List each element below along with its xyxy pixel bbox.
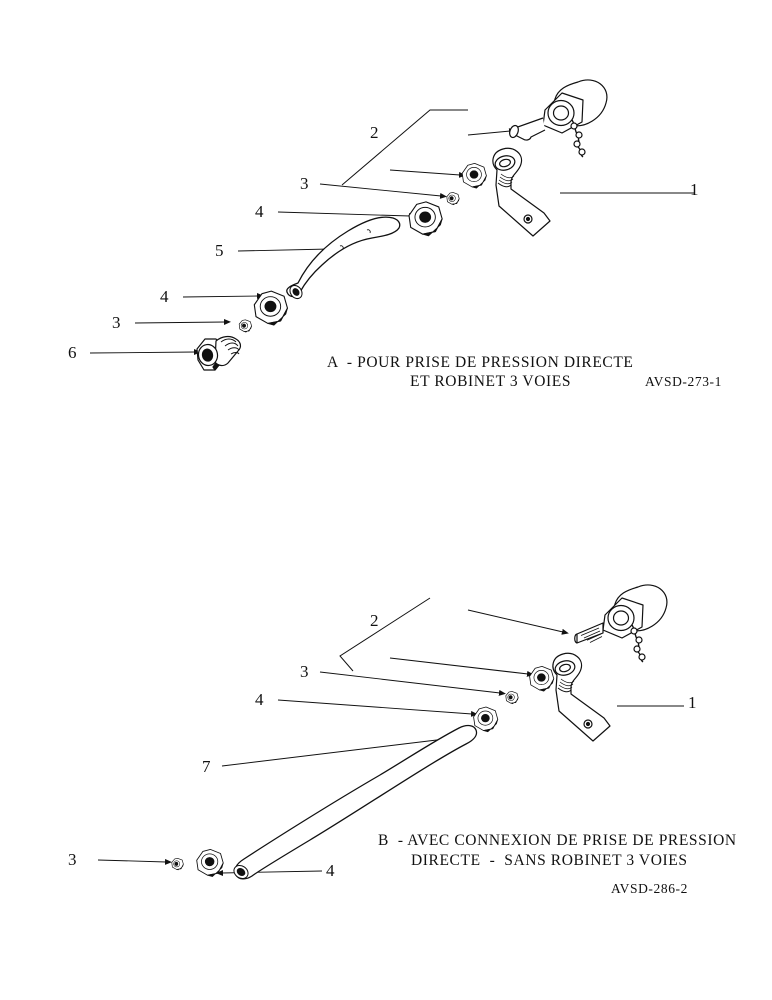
svg-text:5: 5 — [215, 241, 224, 260]
svg-text:3: 3 — [112, 313, 121, 332]
svg-text:1: 1 — [690, 180, 699, 199]
svg-text:1: 1 — [688, 693, 697, 712]
svg-text:2: 2 — [370, 611, 379, 630]
svg-text:4: 4 — [255, 690, 264, 709]
svg-text:7: 7 — [202, 757, 211, 776]
svg-text:2: 2 — [370, 123, 379, 142]
svg-text:6: 6 — [68, 343, 77, 362]
svg-text:3: 3 — [68, 850, 77, 869]
svg-text:4: 4 — [255, 202, 264, 221]
svg-text:3: 3 — [300, 174, 309, 193]
svg-text:4: 4 — [326, 861, 335, 880]
svg-text:3: 3 — [300, 662, 309, 681]
svg-text:4: 4 — [160, 287, 169, 306]
